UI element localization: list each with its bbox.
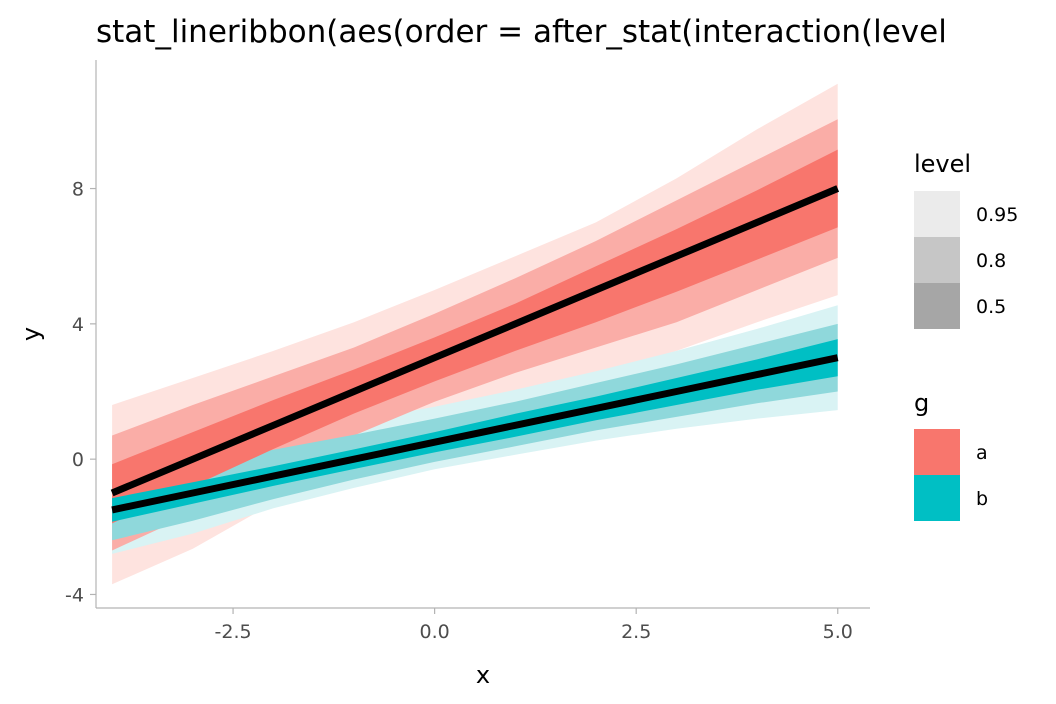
- legend-g-key-label: b: [976, 488, 988, 510]
- center-lines: [110, 185, 840, 514]
- x-tick-label: 5.0: [823, 621, 853, 643]
- ribbon-a-05: [112, 149, 838, 524]
- y-axis-ticks: -4 0 4 8: [65, 179, 96, 606]
- y-tick-label: 0: [72, 449, 84, 471]
- center-line-a: [110, 185, 840, 497]
- legend-level-key-swatch: [914, 283, 960, 329]
- legend-g-key-label: a: [976, 442, 988, 464]
- legend-g-key-swatch: [914, 475, 960, 521]
- legend-level-keys: 0.95 0.8 0.5: [914, 191, 1018, 329]
- y-tick-label: -4: [65, 584, 84, 606]
- y-tick-label: 8: [72, 179, 84, 201]
- legend-level-key-swatch: [914, 237, 960, 283]
- legend-level-key-swatch: [914, 191, 960, 237]
- x-tick-label: 2.5: [621, 621, 651, 643]
- x-axis-ticks: -2.5 0.0 2.5 5.0: [215, 608, 853, 643]
- legend-g-title: g: [914, 389, 929, 417]
- y-tick-label: 4: [72, 314, 84, 336]
- legend-level-key-label: 0.95: [976, 204, 1018, 226]
- y-axis-title: y: [17, 327, 45, 341]
- legend-level-title: level: [914, 150, 971, 178]
- legend-g-keys: ab: [914, 429, 988, 521]
- legend: level 0.950.80.5 g ab: [914, 150, 1018, 521]
- plot-panel: [110, 83, 840, 585]
- legend-level-key-label: 0.5: [976, 296, 1006, 318]
- chart-title: stat_lineribbon(aes(order = after_stat(i…: [96, 14, 947, 50]
- legend-level-key-label: 0.8: [976, 250, 1006, 272]
- center-line-b: [111, 354, 839, 514]
- x-axis-title: x: [476, 661, 490, 689]
- ribbons: [112, 83, 838, 585]
- legend-g-key-swatch: [914, 429, 960, 475]
- x-tick-label: 0.0: [420, 621, 450, 643]
- x-tick-label: -2.5: [215, 621, 252, 643]
